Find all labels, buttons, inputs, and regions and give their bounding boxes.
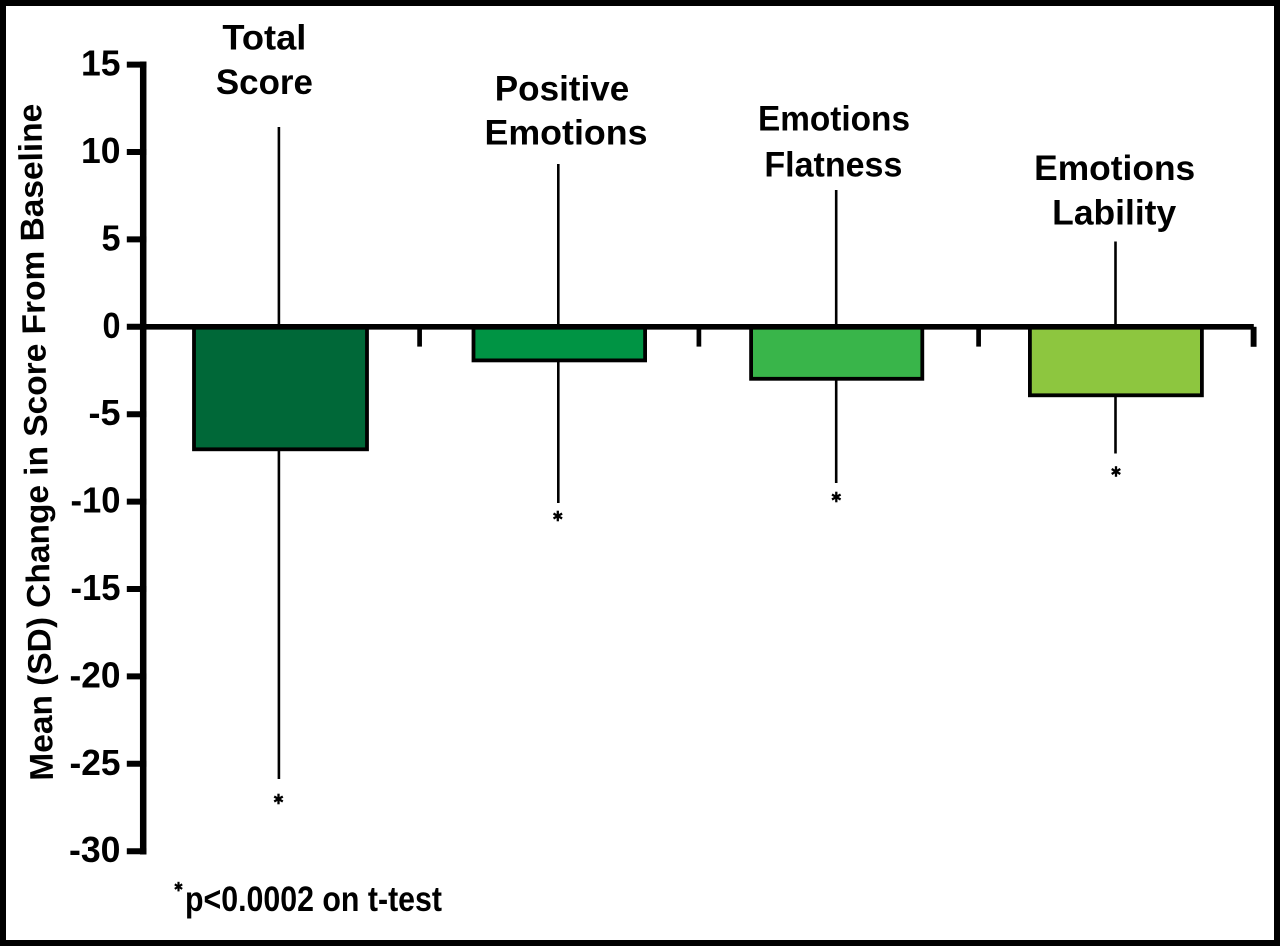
svg-text:Lability: Lability (1052, 194, 1177, 233)
svg-text:-25: -25 (70, 742, 121, 783)
svg-text:Emotions: Emotions (485, 114, 648, 153)
svg-text:-30: -30 (69, 829, 121, 870)
svg-text:5: 5 (102, 217, 121, 258)
svg-text:Flatness: Flatness (764, 146, 902, 185)
svg-text:Total: Total (222, 19, 306, 58)
svg-text:-15: -15 (71, 567, 121, 608)
svg-text:Positive: Positive (495, 70, 630, 109)
svg-text:0: 0 (103, 305, 121, 346)
svg-text:Emotions: Emotions (758, 100, 910, 139)
svg-text:p<0.0002 on t-test: p<0.0002 on t-test (185, 880, 442, 919)
svg-text:-5: -5 (89, 392, 121, 433)
svg-text:-20: -20 (70, 654, 121, 695)
svg-text:Score: Score (216, 63, 313, 102)
svg-text:10: 10 (81, 130, 121, 171)
svg-text:Emotions: Emotions (1034, 149, 1195, 188)
svg-text:15: 15 (81, 43, 121, 84)
svg-text:-10: -10 (71, 480, 121, 521)
